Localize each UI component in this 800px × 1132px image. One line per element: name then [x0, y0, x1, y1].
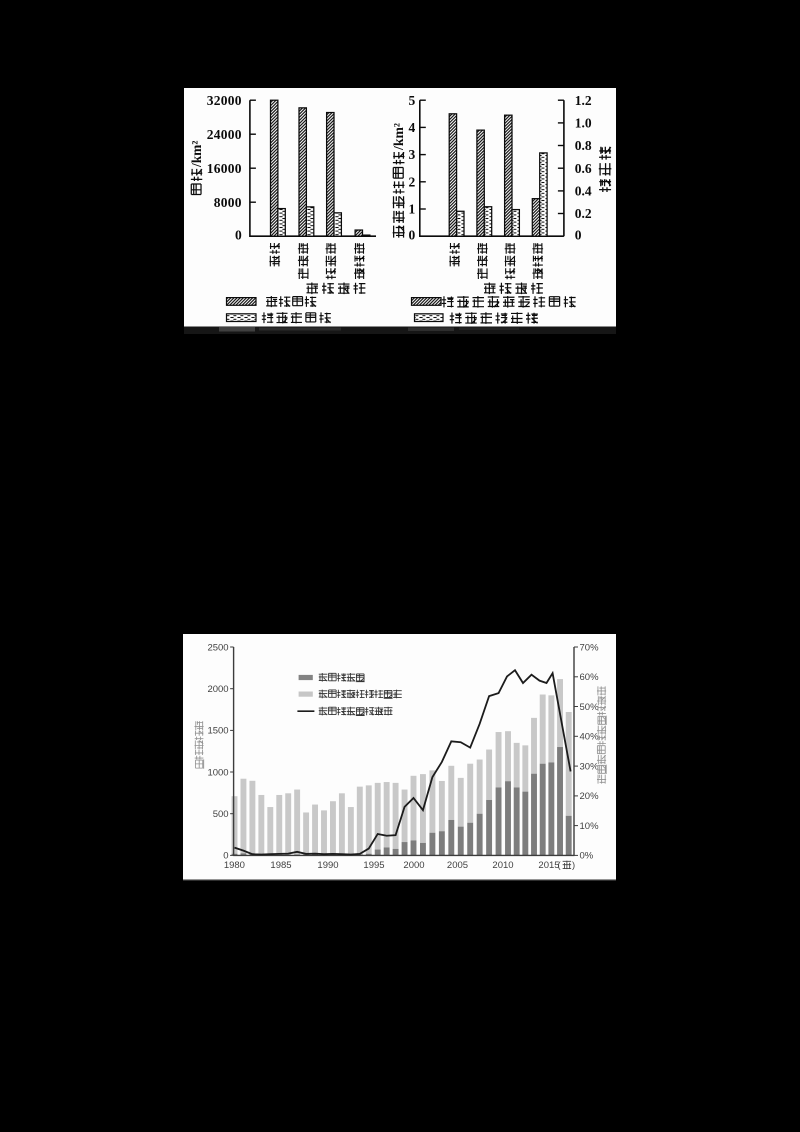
- svg-text:50%: 50%: [580, 702, 600, 713]
- svg-text:0: 0: [408, 227, 415, 242]
- svg-text:1500: 1500: [207, 726, 228, 737]
- svg-text:/km²: /km²: [189, 141, 204, 168]
- svg-text:0: 0: [223, 851, 228, 862]
- svg-text:/km²: /km²: [391, 123, 406, 151]
- svg-text:1: 1: [408, 202, 415, 217]
- svg-text:500: 500: [213, 809, 229, 820]
- svg-text:3: 3: [408, 147, 415, 162]
- svg-text:(: (: [558, 859, 562, 870]
- svg-text:1000: 1000: [207, 767, 228, 778]
- svg-text:2010: 2010: [492, 860, 513, 871]
- svg-text:0.2: 0.2: [575, 206, 592, 221]
- svg-text:2005: 2005: [447, 860, 468, 871]
- svg-text:40%: 40%: [580, 732, 600, 743]
- svg-text:0.8: 0.8: [575, 138, 592, 153]
- svg-text:2: 2: [408, 174, 415, 189]
- svg-text:70%: 70%: [580, 642, 600, 653]
- svg-text:32000: 32000: [207, 93, 242, 108]
- svg-text:10%: 10%: [580, 821, 600, 832]
- svg-text:0.6: 0.6: [575, 161, 592, 176]
- svg-text:20%: 20%: [580, 791, 600, 802]
- svg-text:1.0: 1.0: [575, 116, 592, 131]
- svg-text:1.2: 1.2: [575, 93, 592, 108]
- svg-text:0: 0: [235, 227, 242, 242]
- svg-text:5: 5: [408, 93, 415, 108]
- svg-text:2000: 2000: [403, 860, 424, 871]
- svg-text:1990: 1990: [317, 860, 338, 871]
- svg-text:0.4: 0.4: [575, 184, 592, 199]
- svg-text:2015: 2015: [538, 860, 559, 871]
- svg-text:1980: 1980: [224, 860, 245, 871]
- svg-text:1995: 1995: [363, 860, 384, 871]
- svg-text:16000: 16000: [207, 161, 242, 176]
- svg-text:24000: 24000: [207, 127, 242, 142]
- svg-text:0%: 0%: [580, 851, 594, 862]
- svg-text:4: 4: [408, 120, 415, 135]
- svg-text:2500: 2500: [207, 642, 228, 653]
- svg-text:8000: 8000: [214, 195, 242, 210]
- svg-text:): ): [572, 859, 575, 870]
- svg-text:30%: 30%: [580, 761, 600, 772]
- svg-text:2000: 2000: [207, 684, 228, 695]
- svg-text:60%: 60%: [580, 672, 600, 683]
- svg-text:1985: 1985: [270, 860, 291, 871]
- svg-text:0: 0: [575, 227, 582, 242]
